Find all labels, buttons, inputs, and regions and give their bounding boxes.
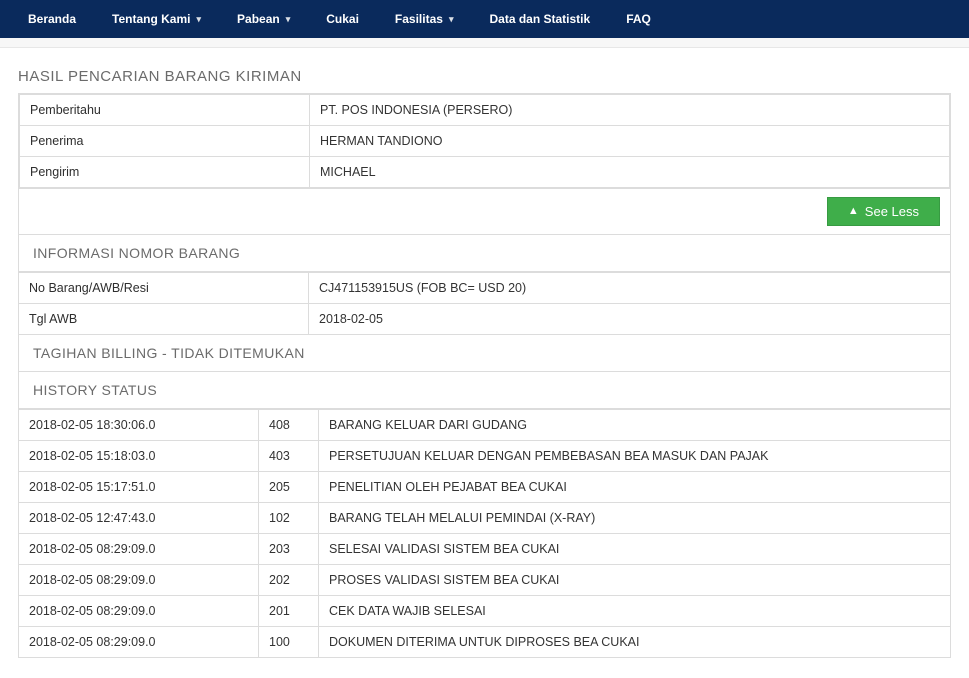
summary-value: HERMAN TANDIONO: [310, 126, 950, 157]
history-code: 201: [259, 596, 319, 627]
summary-key: Pengirim: [20, 157, 310, 188]
nav-item-label: Beranda: [28, 12, 76, 26]
history-code: 408: [259, 410, 319, 441]
chevron-up-icon: ▲: [848, 206, 859, 217]
page-title: HASIL PENCARIAN BARANG KIRIMAN: [18, 68, 951, 85]
summary-key: Penerima: [20, 126, 310, 157]
info-key: Tgl AWB: [19, 304, 309, 335]
sub-bar: [0, 38, 969, 48]
history-desc: BARANG TELAH MELALUI PEMINDAI (X-RAY): [319, 503, 951, 534]
nav-item-label: Data dan Statistik: [489, 12, 590, 26]
history-time: 2018-02-05 08:29:09.0: [19, 627, 259, 658]
summary-value: PT. POS INDONESIA (PERSERO): [310, 95, 950, 126]
history-time: 2018-02-05 15:18:03.0: [19, 441, 259, 472]
nav-item[interactable]: FAQ: [608, 0, 669, 38]
summary-value: MICHAEL: [310, 157, 950, 188]
history-code: 203: [259, 534, 319, 565]
history-desc: PROSES VALIDASI SISTEM BEA CUKAI: [319, 565, 951, 596]
summary-key: Pemberitahu: [20, 95, 310, 126]
history-desc: PENELITIAN OLEH PEJABAT BEA CUKAI: [319, 472, 951, 503]
table-row: 2018-02-05 08:29:09.0203SELESAI VALIDASI…: [19, 534, 951, 565]
history-code: 102: [259, 503, 319, 534]
table-row: 2018-02-05 15:18:03.0403PERSETUJUAN KELU…: [19, 441, 951, 472]
table-row: 2018-02-05 08:29:09.0202PROSES VALIDASI …: [19, 565, 951, 596]
history-time: 2018-02-05 08:29:09.0: [19, 565, 259, 596]
history-code: 205: [259, 472, 319, 503]
see-less-label: See Less: [865, 204, 919, 219]
table-row: Tgl AWB2018-02-05: [19, 304, 951, 335]
main-content: HASIL PENCARIAN BARANG KIRIMAN Pemberita…: [0, 48, 969, 678]
table-row: PengirimMICHAEL: [20, 157, 950, 188]
history-desc: SELESAI VALIDASI SISTEM BEA CUKAI: [319, 534, 951, 565]
nav-item[interactable]: Cukai: [308, 0, 377, 38]
top-nav: Beranda Tentang Kami ▾ Pabean ▾ Cukai Fasilita…: [0, 0, 969, 38]
history-desc: PERSETUJUAN KELUAR DENGAN PEMBEBASAN BEA…: [319, 441, 951, 472]
history-desc: DOKUMEN DITERIMA UNTUK DIPROSES BEA CUKA…: [319, 627, 951, 658]
nav-item[interactable]: Tentang Kami ▾: [94, 0, 219, 38]
see-less-button[interactable]: ▲ See Less: [827, 197, 940, 226]
chevron-down-icon: ▾: [449, 14, 454, 25]
table-row: 2018-02-05 18:30:06.0408BARANG KELUAR DA…: [19, 410, 951, 441]
history-table: 2018-02-05 18:30:06.0408BARANG KELUAR DA…: [18, 409, 951, 658]
history-header: HISTORY STATUS: [18, 372, 951, 409]
table-row: No Barang/AWB/ResiCJ471153915US (FOB BC=…: [19, 273, 951, 304]
history-time: 2018-02-05 08:29:09.0: [19, 596, 259, 627]
nav-item-label: Cukai: [326, 12, 359, 26]
nav-item-label: Tentang Kami: [112, 12, 190, 26]
history-time: 2018-02-05 18:30:06.0: [19, 410, 259, 441]
table-row: 2018-02-05 15:17:51.0205PENELITIAN OLEH …: [19, 472, 951, 503]
table-row: 2018-02-05 12:47:43.0102BARANG TELAH MEL…: [19, 503, 951, 534]
history-time: 2018-02-05 15:17:51.0: [19, 472, 259, 503]
chevron-down-icon: ▾: [286, 14, 291, 25]
table-row: PenerimaHERMAN TANDIONO: [20, 126, 950, 157]
summary-table: PemberitahuPT. POS INDONESIA (PERSERO)Pe…: [19, 94, 950, 188]
info-value: 2018-02-05: [309, 304, 951, 335]
info-barang-header: INFORMASI NOMOR BARANG: [18, 235, 951, 272]
nav-item[interactable]: Data dan Statistik: [471, 0, 608, 38]
info-barang-table: No Barang/AWB/ResiCJ471153915US (FOB BC=…: [18, 272, 951, 335]
history-code: 100: [259, 627, 319, 658]
action-row: ▲ See Less: [18, 189, 951, 235]
history-code: 202: [259, 565, 319, 596]
history-time: 2018-02-05 12:47:43.0: [19, 503, 259, 534]
nav-item-label: Fasilitas: [395, 12, 443, 26]
summary-panel: PemberitahuPT. POS INDONESIA (PERSERO)Pe…: [18, 93, 951, 189]
nav-item[interactable]: Fasilitas ▾: [377, 0, 472, 38]
history-time: 2018-02-05 08:29:09.0: [19, 534, 259, 565]
table-row: PemberitahuPT. POS INDONESIA (PERSERO): [20, 95, 950, 126]
billing-header: TAGIHAN BILLING - TIDAK DITEMUKAN: [18, 335, 951, 372]
table-row: 2018-02-05 08:29:09.0100DOKUMEN DITERIMA…: [19, 627, 951, 658]
info-value: CJ471153915US (FOB BC= USD 20): [309, 273, 951, 304]
nav-item-label: Pabean: [237, 12, 280, 26]
nav-item[interactable]: Beranda: [10, 0, 94, 38]
history-desc: BARANG KELUAR DARI GUDANG: [319, 410, 951, 441]
chevron-down-icon: ▾: [196, 14, 201, 25]
nav-item[interactable]: Pabean ▾: [219, 0, 308, 38]
nav-item-label: FAQ: [626, 12, 651, 26]
history-code: 403: [259, 441, 319, 472]
info-key: No Barang/AWB/Resi: [19, 273, 309, 304]
table-row: 2018-02-05 08:29:09.0201CEK DATA WAJIB S…: [19, 596, 951, 627]
history-desc: CEK DATA WAJIB SELESAI: [319, 596, 951, 627]
